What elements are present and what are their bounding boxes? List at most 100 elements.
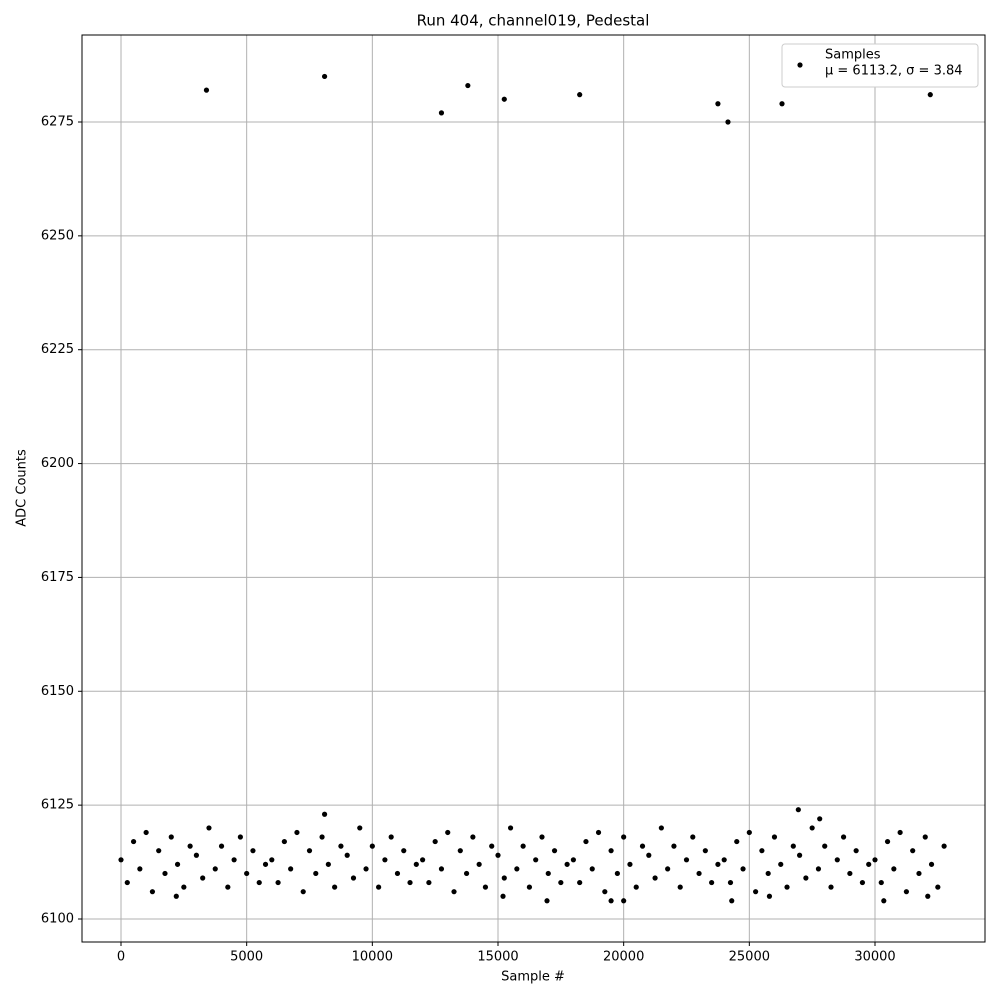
point (218, 843, 225, 849)
point (715, 861, 721, 867)
y-tick-label: 6100 (41, 912, 74, 927)
point (465, 82, 471, 89)
point (482, 884, 489, 890)
point (815, 866, 822, 872)
point (124, 879, 130, 886)
point (608, 898, 614, 904)
point (734, 838, 740, 845)
point (173, 893, 179, 899)
point (740, 866, 746, 872)
point (401, 848, 407, 854)
plot-frame (81, 34, 986, 943)
point (250, 848, 256, 854)
point (866, 861, 872, 867)
point (332, 884, 338, 890)
point (369, 843, 375, 849)
point (300, 889, 306, 895)
point (275, 879, 281, 886)
x-tick-label: 0 (117, 950, 125, 965)
point (683, 857, 690, 863)
point (193, 852, 200, 858)
point (181, 884, 187, 890)
point (840, 834, 847, 840)
point (884, 838, 891, 845)
point (577, 92, 583, 98)
point (809, 825, 815, 831)
point (231, 857, 237, 863)
y-axis-label: ADC Counts (15, 449, 30, 527)
y-tick-label: 6150 (41, 684, 74, 699)
point (495, 852, 501, 858)
point (725, 119, 731, 125)
y-tick-label: 6225 (41, 342, 74, 357)
point (696, 870, 702, 877)
point (533, 857, 539, 863)
point (727, 879, 734, 886)
point (203, 87, 210, 93)
point (130, 838, 137, 845)
point (652, 875, 658, 881)
point (156, 848, 162, 854)
point (639, 843, 646, 849)
point (746, 829, 752, 836)
point (608, 848, 614, 854)
point (927, 92, 933, 98)
point (729, 898, 735, 904)
point (766, 893, 773, 899)
point (790, 843, 796, 849)
point (269, 857, 275, 863)
y-tick-label: 6125 (41, 798, 74, 813)
chart-title: Run 404, channel019, Pedestal (417, 12, 650, 30)
point (765, 870, 771, 877)
point (941, 843, 947, 849)
point (451, 889, 457, 895)
point (500, 893, 506, 899)
point (357, 825, 363, 831)
point (388, 834, 394, 840)
point (432, 838, 438, 845)
point (753, 889, 759, 895)
point (935, 884, 941, 890)
point (690, 834, 696, 840)
point (570, 857, 576, 863)
point (426, 879, 432, 886)
point (438, 866, 445, 872)
point (602, 889, 608, 895)
point (671, 843, 677, 849)
point (677, 884, 683, 890)
point (558, 879, 564, 886)
point (321, 811, 328, 817)
y-tick-label: 6275 (41, 114, 74, 129)
point (319, 834, 325, 840)
points (118, 73, 947, 904)
point (910, 848, 916, 854)
point (589, 866, 595, 872)
point (878, 879, 884, 886)
point (470, 834, 476, 840)
point (162, 870, 168, 877)
point (796, 852, 803, 858)
point (438, 110, 445, 116)
point (665, 866, 671, 872)
legend-box (781, 43, 979, 88)
point (489, 843, 495, 849)
point (822, 843, 828, 849)
point (413, 861, 419, 867)
grid: 0 5000 10000 15000 20000 25000 30000 6100 6125 61… (41, 35, 985, 965)
point (922, 834, 928, 840)
point (463, 870, 470, 877)
x-tick-label: 30000 (854, 950, 895, 965)
point (646, 852, 652, 858)
legend-marker (797, 62, 803, 68)
x-tick-label: 20000 (603, 950, 644, 965)
point (200, 875, 206, 881)
point (621, 834, 627, 840)
point (407, 879, 413, 886)
y-tick-label: 6175 (41, 570, 74, 585)
point (577, 879, 583, 886)
point (137, 866, 143, 872)
point (621, 898, 627, 904)
point (784, 884, 790, 890)
legend-label: Samples (825, 48, 881, 63)
